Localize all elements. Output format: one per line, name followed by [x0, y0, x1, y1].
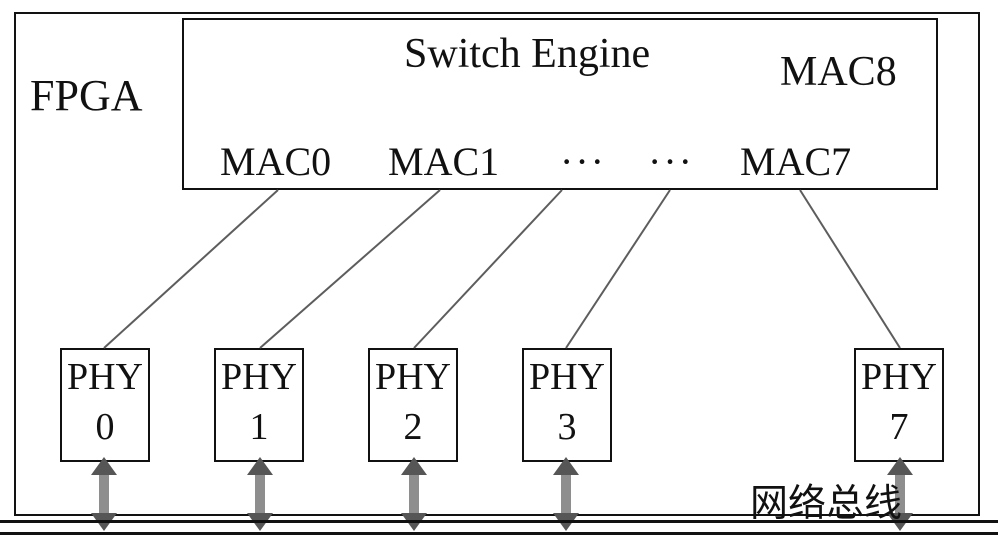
phy-2-box: PHY 2 — [368, 348, 458, 462]
mac0-label: MAC0 — [220, 138, 331, 185]
phy-id: 0 — [62, 406, 148, 450]
phy-1-box: PHY 1 — [214, 348, 304, 462]
phy-id: 1 — [216, 406, 302, 450]
phy-label: PHY — [216, 356, 302, 400]
bus-line-top — [0, 520, 998, 523]
mac7-label: MAC7 — [740, 138, 851, 185]
mac1-label: MAC1 — [388, 138, 499, 185]
network-bus-label: 网络总线 — [750, 472, 902, 527]
phy-label: PHY — [370, 356, 456, 400]
phy-label: PHY — [62, 356, 148, 400]
phy-id: 2 — [370, 406, 456, 450]
phy-id: 7 — [856, 406, 942, 450]
phy-0-box: PHY 0 — [60, 348, 150, 462]
phy-7-box: PHY 7 — [854, 348, 944, 462]
phy-label: PHY — [856, 356, 942, 400]
bus-line-bottom — [0, 532, 998, 535]
phy-label: PHY — [524, 356, 610, 400]
mac8-label: MAC8 — [780, 48, 897, 96]
fpga-label: FPGA — [30, 70, 143, 121]
mac-ellipsis-1: ··· — [560, 138, 606, 185]
switch-engine-title: Switch Engine — [404, 30, 650, 78]
phy-3-box: PHY 3 — [522, 348, 612, 462]
phy-id: 3 — [524, 406, 610, 450]
mac-ellipsis-2: ··· — [648, 138, 694, 185]
